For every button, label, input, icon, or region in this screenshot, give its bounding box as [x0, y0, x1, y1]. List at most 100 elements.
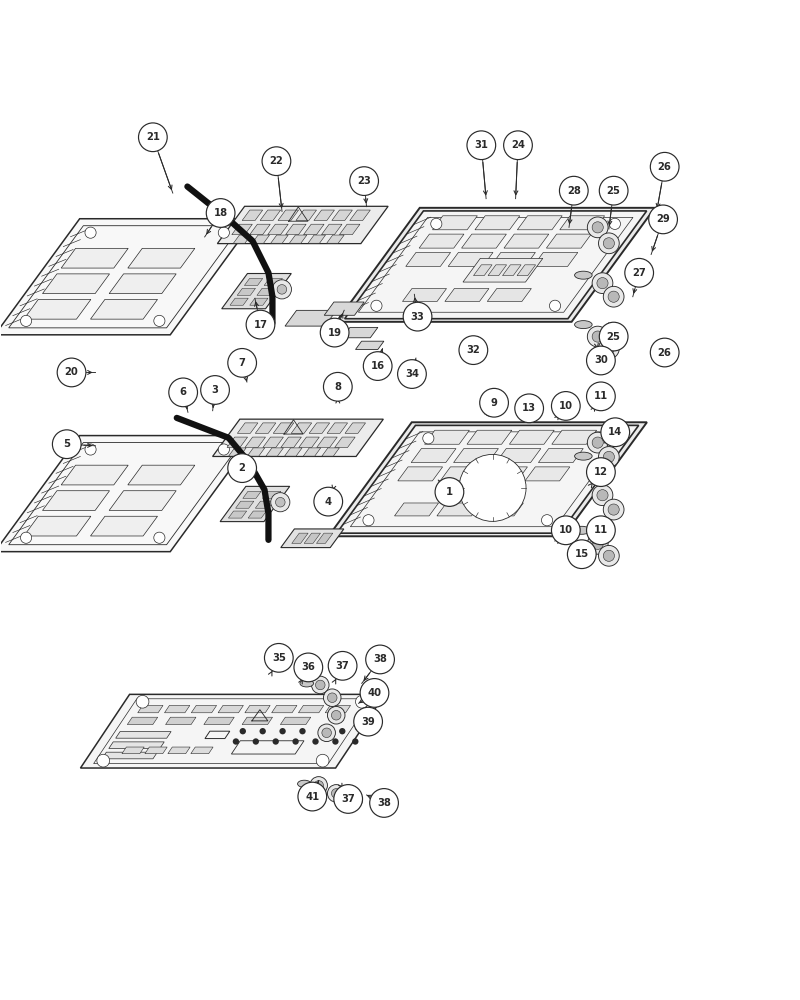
Circle shape: [459, 454, 526, 521]
Polygon shape: [433, 216, 478, 230]
Circle shape: [323, 372, 352, 401]
Circle shape: [592, 273, 613, 294]
Polygon shape: [242, 210, 262, 220]
Polygon shape: [502, 265, 521, 276]
Polygon shape: [250, 224, 270, 235]
Polygon shape: [355, 341, 384, 349]
Polygon shape: [411, 449, 456, 463]
Polygon shape: [357, 217, 634, 313]
Circle shape: [331, 710, 341, 720]
Polygon shape: [350, 210, 370, 220]
Polygon shape: [303, 224, 324, 235]
Circle shape: [592, 331, 603, 342]
Polygon shape: [232, 224, 252, 235]
Polygon shape: [406, 252, 450, 266]
Polygon shape: [280, 717, 310, 725]
Circle shape: [551, 392, 580, 420]
Circle shape: [459, 336, 488, 364]
Polygon shape: [326, 705, 350, 713]
Polygon shape: [342, 327, 378, 338]
Polygon shape: [546, 234, 591, 248]
Polygon shape: [42, 274, 110, 294]
Circle shape: [154, 315, 165, 326]
Polygon shape: [229, 448, 246, 456]
Polygon shape: [255, 423, 276, 433]
Polygon shape: [510, 430, 554, 444]
Ellipse shape: [574, 321, 592, 329]
Circle shape: [218, 227, 230, 238]
Circle shape: [354, 707, 382, 736]
Circle shape: [559, 176, 588, 205]
Circle shape: [586, 458, 615, 486]
Polygon shape: [247, 448, 265, 456]
Circle shape: [435, 478, 464, 506]
Circle shape: [608, 291, 619, 302]
Circle shape: [57, 358, 86, 387]
Circle shape: [592, 538, 603, 549]
Text: 35: 35: [272, 653, 286, 663]
Text: 10: 10: [559, 525, 573, 535]
Text: 10: 10: [559, 401, 573, 411]
Polygon shape: [165, 705, 190, 713]
Circle shape: [310, 777, 327, 794]
Polygon shape: [394, 503, 438, 516]
Circle shape: [480, 388, 509, 417]
Polygon shape: [337, 425, 638, 533]
Circle shape: [259, 728, 266, 734]
Text: 38: 38: [373, 654, 387, 664]
Circle shape: [21, 315, 32, 326]
Circle shape: [334, 785, 362, 813]
Circle shape: [603, 451, 614, 463]
Circle shape: [332, 738, 338, 745]
Text: 34: 34: [405, 369, 419, 379]
Polygon shape: [257, 288, 275, 295]
Polygon shape: [440, 467, 485, 481]
Circle shape: [320, 318, 349, 347]
Polygon shape: [322, 448, 339, 456]
Text: 26: 26: [658, 162, 672, 172]
Polygon shape: [248, 511, 266, 518]
Polygon shape: [266, 448, 283, 456]
Circle shape: [598, 545, 619, 566]
Polygon shape: [234, 235, 251, 243]
Circle shape: [350, 167, 378, 195]
Circle shape: [603, 238, 614, 249]
Ellipse shape: [300, 680, 314, 687]
Polygon shape: [128, 248, 195, 268]
Polygon shape: [291, 423, 312, 433]
Text: 5: 5: [63, 439, 70, 449]
Polygon shape: [109, 491, 176, 510]
Polygon shape: [496, 449, 541, 463]
Circle shape: [323, 689, 341, 706]
Circle shape: [599, 176, 628, 205]
Polygon shape: [327, 423, 348, 433]
Polygon shape: [475, 216, 520, 230]
Polygon shape: [227, 437, 247, 448]
Text: 21: 21: [146, 132, 160, 142]
Polygon shape: [242, 717, 273, 725]
Polygon shape: [90, 299, 158, 319]
Circle shape: [85, 444, 96, 455]
Polygon shape: [490, 252, 535, 266]
Circle shape: [430, 218, 442, 229]
Polygon shape: [278, 210, 298, 220]
Polygon shape: [285, 448, 302, 456]
Polygon shape: [243, 491, 261, 498]
Circle shape: [239, 728, 246, 734]
Circle shape: [53, 430, 81, 459]
Circle shape: [597, 490, 608, 501]
Circle shape: [315, 680, 325, 690]
Circle shape: [355, 695, 368, 708]
Circle shape: [293, 738, 298, 745]
Polygon shape: [504, 234, 549, 248]
Text: 28: 28: [567, 186, 581, 196]
Polygon shape: [324, 302, 364, 315]
Text: 11: 11: [594, 525, 608, 535]
Circle shape: [650, 338, 679, 367]
Text: 6: 6: [180, 387, 186, 397]
Circle shape: [206, 199, 235, 227]
Circle shape: [370, 789, 398, 817]
Circle shape: [246, 310, 275, 339]
Polygon shape: [339, 224, 360, 235]
Polygon shape: [560, 216, 605, 230]
